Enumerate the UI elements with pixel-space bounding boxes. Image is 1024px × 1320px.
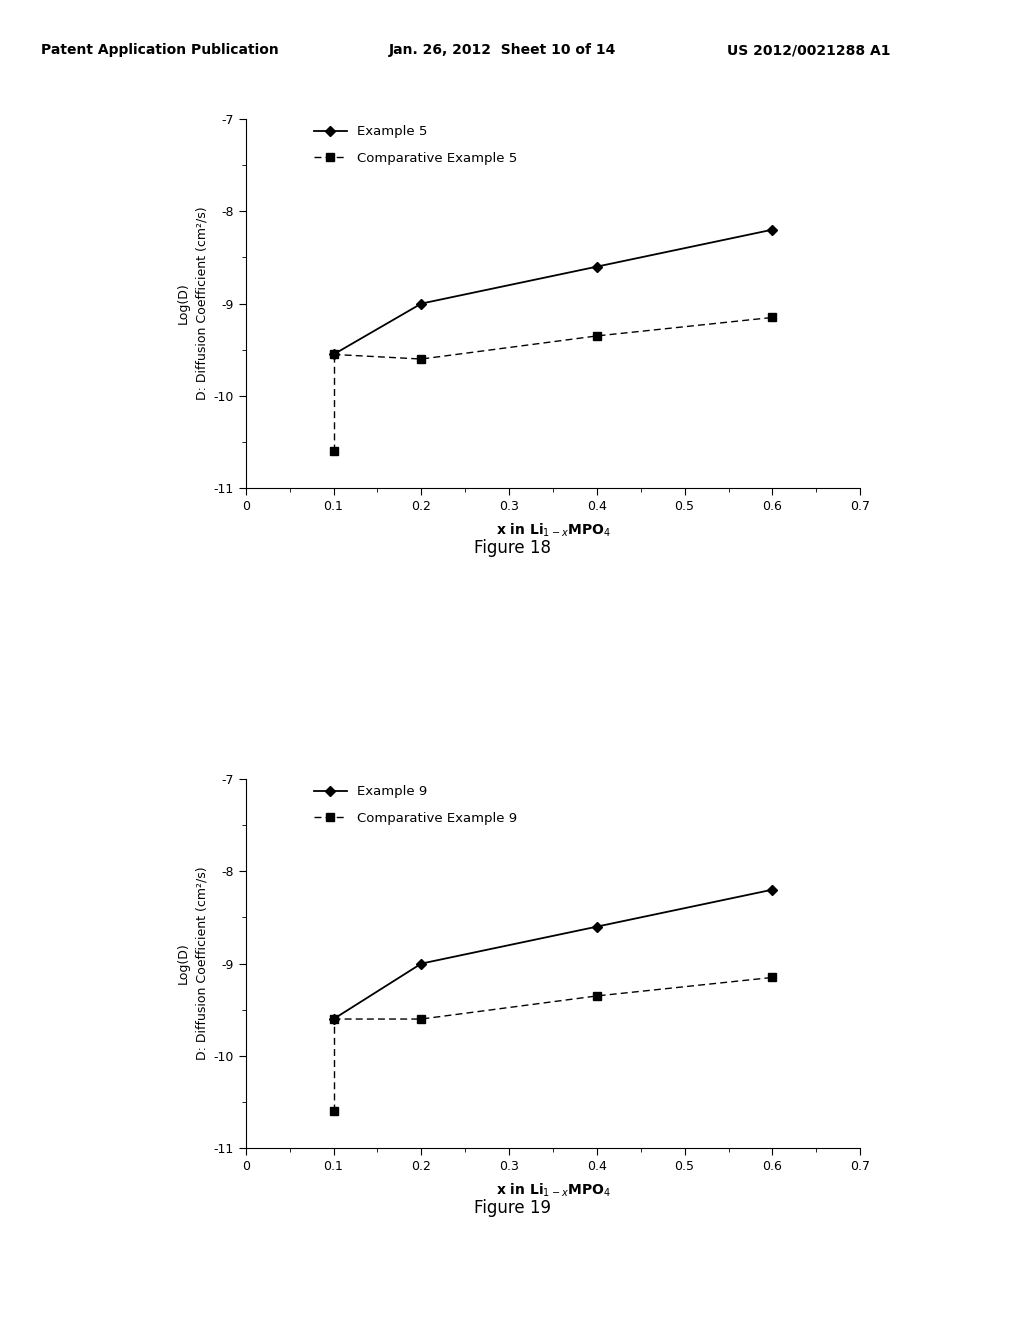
Text: Jan. 26, 2012  Sheet 10 of 14: Jan. 26, 2012 Sheet 10 of 14 <box>389 44 616 57</box>
Text: Patent Application Publication: Patent Application Publication <box>41 44 279 57</box>
X-axis label: x in Li$_{1-x}$MPO$_4$: x in Li$_{1-x}$MPO$_4$ <box>496 1181 610 1199</box>
Text: Figure 19: Figure 19 <box>473 1199 551 1217</box>
Y-axis label: Log(D)
D: Diffusion Coefficient (cm²/s): Log(D) D: Diffusion Coefficient (cm²/s) <box>177 867 208 1060</box>
Y-axis label: Log(D)
D: Diffusion Coefficient (cm²/s): Log(D) D: Diffusion Coefficient (cm²/s) <box>177 207 208 400</box>
Text: Figure 18: Figure 18 <box>473 539 551 557</box>
Text: US 2012/0021288 A1: US 2012/0021288 A1 <box>727 44 891 57</box>
X-axis label: x in Li$_{1-x}$MPO$_4$: x in Li$_{1-x}$MPO$_4$ <box>496 521 610 539</box>
Legend: Example 5, Comparative Example 5: Example 5, Comparative Example 5 <box>313 125 517 165</box>
Legend: Example 9, Comparative Example 9: Example 9, Comparative Example 9 <box>313 785 517 825</box>
